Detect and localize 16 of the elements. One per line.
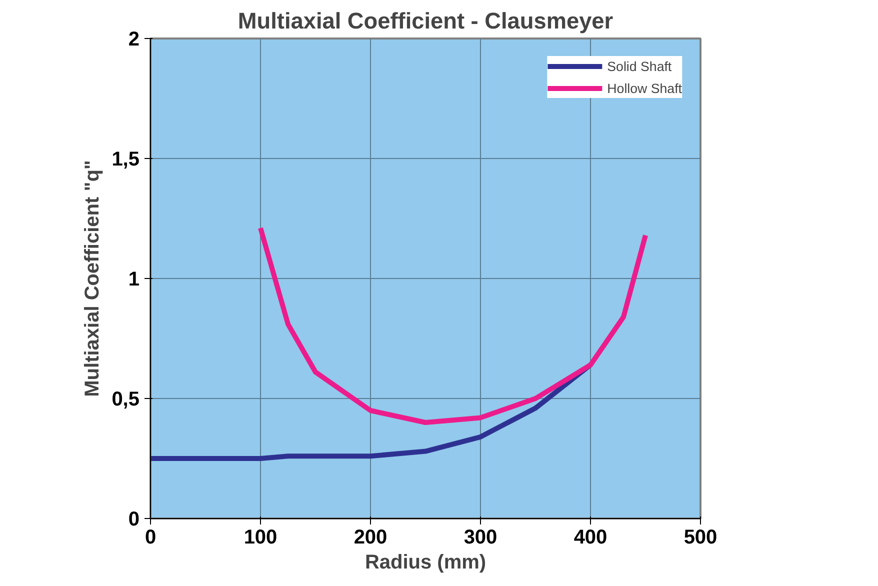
y-tick-label: 2 xyxy=(128,28,140,50)
x-axis-title: Radius (mm) xyxy=(364,552,486,574)
y-axis-title: Multiaxial Coefficient "q" xyxy=(82,160,104,397)
x-tick-label: 100 xyxy=(244,526,278,548)
y-tick-label: 0 xyxy=(128,508,140,530)
x-tick-label: 0 xyxy=(144,526,156,548)
x-tick-label: 200 xyxy=(354,526,388,548)
y-tick-label: 1 xyxy=(128,268,140,290)
x-tick-label: 400 xyxy=(574,526,608,548)
x-tick-label: 300 xyxy=(464,526,498,548)
y-tick-label: 0,5 xyxy=(112,388,140,410)
chart-title: Multiaxial Coefficient - Clausmeyer xyxy=(238,8,614,34)
legend-label: Solid Shaft xyxy=(607,58,672,74)
x-tick-label: 500 xyxy=(684,526,718,548)
y-tick-label: 1,5 xyxy=(112,148,140,170)
legend-label: Hollow Shaft xyxy=(607,80,682,96)
